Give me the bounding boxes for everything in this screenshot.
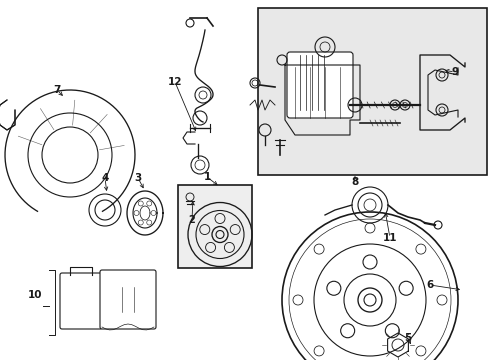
Text: 3: 3: [134, 173, 142, 183]
Text: 8: 8: [351, 177, 358, 187]
Text: 5: 5: [404, 333, 411, 343]
Bar: [178, 185, 251, 268]
Polygon shape: [0, 100, 15, 130]
FancyBboxPatch shape: [286, 52, 352, 118]
Text: 6: 6: [426, 280, 433, 290]
Text: 2: 2: [188, 215, 195, 225]
Text: 11: 11: [382, 233, 396, 243]
Text: 1: 1: [203, 172, 210, 182]
FancyBboxPatch shape: [60, 273, 102, 329]
Text: 4: 4: [101, 173, 108, 183]
Text: 7: 7: [53, 85, 61, 95]
Text: 9: 9: [450, 67, 458, 77]
FancyBboxPatch shape: [100, 270, 156, 329]
Bar: [258, 8, 486, 175]
Text: 12: 12: [167, 77, 182, 87]
Text: 10: 10: [28, 290, 42, 300]
